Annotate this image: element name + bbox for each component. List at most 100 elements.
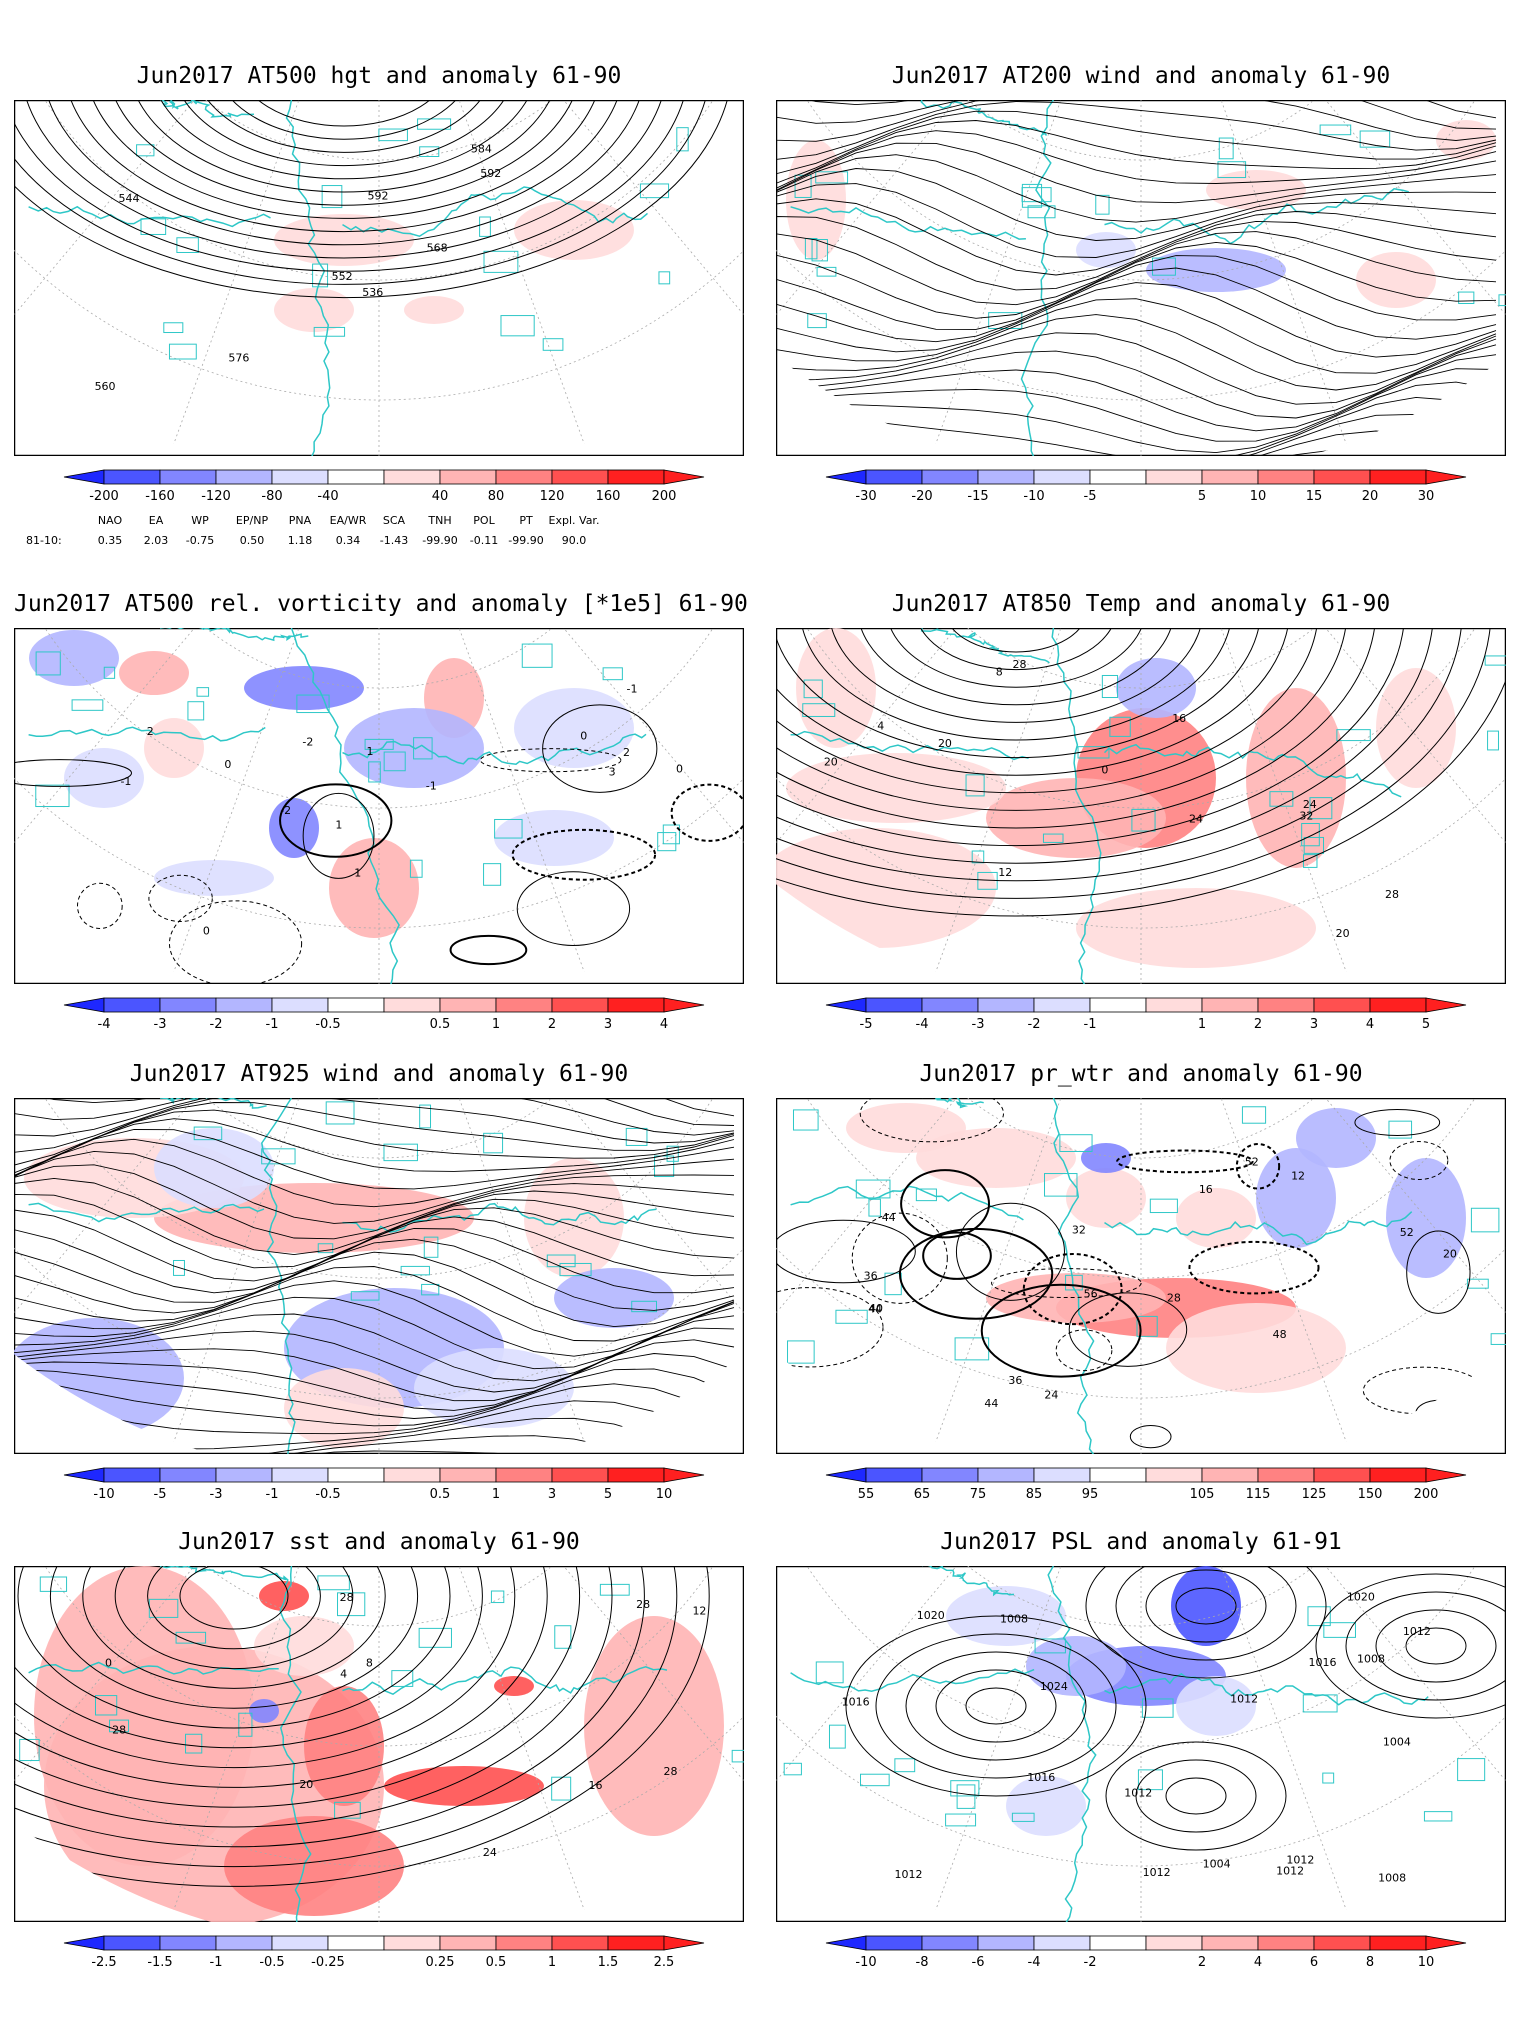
colorbar-right-arrow	[663, 1467, 705, 1483]
panel-at850-temp: Jun2017 AT850 Temp and anomaly 61-90 20 4…	[776, 586, 1506, 1086]
colorbar-tick-label: 95	[1082, 1487, 1099, 1502]
colorbar-tick-label: 2	[1254, 1017, 1262, 1032]
contour-label: 2	[147, 725, 154, 738]
colorbar-tick-label: 10	[656, 1487, 673, 1502]
contour-label: 20	[1336, 927, 1350, 940]
colorbar-tick-label: -10	[93, 1487, 114, 1502]
colorbar-segment	[215, 469, 273, 485]
contour-label: 560	[95, 380, 116, 393]
index-header: EA/WR	[330, 514, 367, 527]
colorbar-tick-label: 30	[1418, 489, 1435, 504]
colorbar-tick-label: -1	[266, 1487, 279, 1502]
colorbar-left-arrow	[63, 469, 105, 485]
colorbar-right-arrow	[663, 1935, 705, 1951]
index-value: 2.03	[144, 534, 169, 547]
colorbar-tick-label: 2.5	[654, 1955, 675, 1970]
contour-label: 52	[1245, 1156, 1259, 1169]
colorbar-tick-label: 2	[1198, 1955, 1206, 1970]
colorbar-tick-label: -1	[266, 1017, 279, 1032]
colorbar-segment	[383, 469, 441, 485]
colorbar-segment	[1089, 1935, 1147, 1951]
contour-label: 1012	[1124, 1787, 1152, 1800]
colorbar-segment	[215, 1935, 273, 1951]
index-header: POL	[473, 514, 495, 527]
colorbar-segment	[1369, 1467, 1427, 1483]
colorbar-tick-label: 8	[1366, 1955, 1374, 1970]
colorbar-tick-label: 10	[1250, 489, 1267, 504]
colorbar-tick-label: 5	[1422, 1017, 1430, 1032]
contour-label: 48	[1273, 1328, 1287, 1341]
colorbar-tick-label: 1.5	[598, 1955, 619, 1970]
index-value: -0.11	[470, 534, 498, 547]
colorbar-tick-label: -15	[967, 489, 988, 504]
colorbar-tick-label: -40	[317, 489, 338, 504]
index-value: -1.43	[380, 534, 408, 547]
colorbar-tick-label: -160	[145, 489, 175, 504]
colorbar-tick-label: -4	[1028, 1955, 1041, 1970]
colorbar-tick-label: 0.5	[430, 1487, 451, 1502]
colorbar-right-arrow	[663, 469, 705, 485]
index-header: PNA	[289, 514, 312, 527]
colorbar-segment	[1033, 1467, 1091, 1483]
colorbar-segment	[1033, 469, 1091, 485]
index-header: SCA	[383, 514, 406, 527]
colorbar-tick-label: -6	[972, 1955, 985, 1970]
colorbar-segment	[383, 1467, 441, 1483]
panel-at925-wind: Jun2017 AT925 wind and anomaly 61-90 -10…	[14, 1056, 744, 1556]
contour-label: 28	[112, 1723, 126, 1736]
colorbar-segment	[495, 1935, 553, 1951]
colorbar-right-arrow	[1425, 1467, 1467, 1483]
colorbar-tick-label: 4	[660, 1017, 668, 1032]
contour-label: 28	[340, 1591, 354, 1604]
colorbar-tick-label: 1	[492, 1487, 500, 1502]
panel-title: Jun2017 sst and anomaly 61-90	[178, 1529, 580, 1555]
colorbar-tick-label: -200	[89, 489, 119, 504]
colorbar-segment	[1145, 997, 1203, 1013]
colorbar-tick-label: 150	[1358, 1487, 1383, 1502]
index-header: EA	[149, 514, 164, 527]
colorbar-segment	[103, 1467, 161, 1483]
index-header: PT	[519, 514, 533, 527]
contour-label: 4	[340, 1668, 347, 1681]
colorbar-segment	[439, 997, 497, 1013]
colorbar-segment	[1257, 1467, 1315, 1483]
colorbar-tick-label: -2.5	[91, 1955, 116, 1970]
contour-label: 576	[228, 351, 249, 364]
contour-label: 32	[1072, 1223, 1086, 1236]
contour-label: 28	[664, 1765, 678, 1778]
colorbar-tick-label: 85	[1026, 1487, 1043, 1502]
contour-label: 0	[224, 758, 231, 771]
colorbar-tick-label: 0.25	[426, 1955, 455, 1970]
index-header: Expl. Var.	[549, 514, 600, 527]
contour-label: 16	[588, 1779, 602, 1792]
index-values: 81-10: 0.35 2.03 -0.75 0.50 1.18 0.34 -1.43 -99.…	[26, 534, 586, 547]
contour-label: 12	[1291, 1169, 1305, 1182]
map: 52 56 44 36 40 12 16 20 24 28 32 36 44 48 52 44	[776, 1098, 1506, 1454]
colorbar-tick-label: 6	[1310, 1955, 1318, 1970]
contour-label: -1	[120, 775, 131, 788]
colorbar-segment	[551, 1467, 609, 1483]
colorbar-segment	[159, 1467, 217, 1483]
colorbar-tick-label: -2	[1028, 1017, 1041, 1032]
colorbar-segment	[1369, 997, 1427, 1013]
colorbar-tick-label: 55	[858, 1487, 875, 1502]
colorbar-segment	[921, 1467, 979, 1483]
contour-label: 3	[609, 766, 616, 779]
colorbar-segment	[327, 469, 385, 485]
index-value: 0.35	[98, 534, 123, 547]
contour-label: 552	[332, 270, 353, 283]
colorbar-segment	[495, 1467, 553, 1483]
panel-at500-vorticity: Jun2017 AT500 rel. vorticity and anomaly…	[14, 586, 748, 1086]
colorbar-segment	[1313, 469, 1371, 485]
colorbar-tick-label: -0.5	[259, 1955, 284, 1970]
colorbar-tick-label: 20	[1362, 489, 1379, 504]
colorbar-segment	[977, 997, 1035, 1013]
contour-label: 20	[938, 737, 952, 750]
colorbar-tick-label: 10	[1418, 1955, 1435, 1970]
panel-title: Jun2017 PSL and anomaly 61-91	[940, 1529, 1342, 1555]
colorbar-tick-label: 0.5	[430, 1017, 451, 1032]
contour-label: 1004	[1203, 1858, 1231, 1871]
colorbar-segment	[383, 997, 441, 1013]
colorbar-segment	[607, 997, 665, 1013]
contour-label: 1012	[895, 1868, 923, 1881]
